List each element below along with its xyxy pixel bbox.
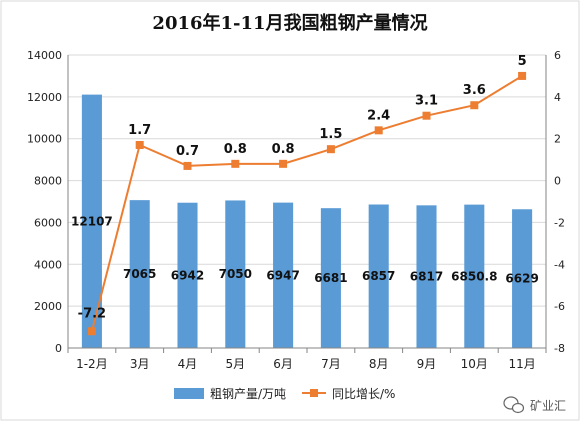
y-right-tick-label: -6 — [554, 300, 565, 313]
legend-line-label: 同比增长/% — [332, 387, 395, 401]
line-point — [326, 145, 335, 154]
line-data-label: 1.7 — [128, 123, 151, 138]
x-tick-label: 3月 — [130, 357, 150, 371]
x-tick-label: 10月 — [461, 357, 488, 371]
bar-data-label: 6942 — [171, 268, 204, 282]
y-right-tick-label: -2 — [554, 216, 565, 229]
y-right-tick-label: -4 — [554, 258, 565, 271]
y-left-tick-label: 8000 — [34, 175, 62, 188]
label-layer: 12107 7065 6942 7050 6947 6681 6857 6817 6850.8 6… — [71, 54, 539, 321]
line-data-label: 0.8 — [272, 142, 295, 157]
bar — [177, 202, 198, 348]
chart-title: 2016年1-11月我国粗钢产量情况 — [152, 12, 427, 34]
bar — [129, 200, 150, 348]
y-right-tick-label: -8 — [554, 342, 565, 355]
line-point — [374, 126, 383, 135]
bar-data-label: 6681 — [314, 271, 347, 285]
line-point — [87, 327, 96, 336]
bar-data-label: 12107 — [71, 214, 113, 228]
line-data-label: 3.6 — [463, 83, 486, 98]
y-left-tick-label: 2000 — [34, 300, 62, 313]
x-tick-label: 4月 — [178, 357, 198, 371]
x-tick-label: 11月 — [508, 357, 535, 371]
line-point — [135, 140, 144, 149]
bar-data-label: 6947 — [266, 268, 299, 282]
line-data-label: 2.4 — [367, 108, 390, 123]
y-right-tick-label: 6 — [554, 49, 561, 62]
x-tick-label: 6月 — [273, 357, 293, 371]
x-tick-label: 5月 — [225, 357, 245, 371]
bar — [464, 204, 485, 348]
line-point — [231, 159, 240, 168]
bar-data-label: 7050 — [219, 267, 252, 281]
wechat-icon — [503, 396, 525, 414]
x-tick-label: 9月 — [417, 357, 437, 371]
growth-line — [90, 75, 523, 332]
bar — [320, 208, 341, 348]
bar — [416, 205, 437, 348]
legend: 粗钢产量/万吨 同比增长/% — [174, 387, 395, 401]
y-right-tick-label: 0 — [554, 175, 561, 188]
line-data-label: 1.5 — [319, 127, 342, 142]
watermark: 矿业汇 — [503, 396, 566, 414]
bar-data-label: 6817 — [410, 270, 443, 284]
line-data-label: 0.7 — [176, 144, 199, 159]
line-data-label: -7.2 — [78, 306, 106, 321]
bar-data-label: 6857 — [362, 269, 395, 283]
x-tick-label: 8月 — [369, 357, 389, 371]
legend-bar-label: 粗钢产量/万吨 — [210, 387, 286, 401]
bar — [81, 94, 102, 348]
x-tick-label: 7月 — [321, 357, 341, 371]
bar — [225, 200, 246, 348]
y-left-tick-label: 12000 — [27, 91, 62, 104]
x-tick-label: 1-2月 — [76, 357, 108, 371]
line-data-label: 5 — [518, 54, 527, 69]
y-left-tick-label: 10000 — [27, 133, 62, 146]
bar-data-label: 6629 — [505, 272, 538, 286]
line-data-label: 3.1 — [415, 94, 438, 109]
watermark-text: 矿业汇 — [530, 399, 566, 413]
legend-bar-swatch — [174, 388, 204, 399]
line-point — [470, 101, 479, 110]
line-data-label: 0.8 — [224, 142, 247, 157]
bar — [512, 209, 533, 348]
bar-data-label: 7065 — [123, 267, 156, 281]
line-layer — [87, 71, 527, 336]
bar-layer — [81, 94, 533, 348]
line-point — [518, 71, 527, 80]
bar — [368, 204, 389, 348]
y-left-tick-label: 14000 — [27, 49, 62, 62]
bar-data-label: 6850.8 — [451, 269, 497, 283]
y-left-tick-label: 0 — [55, 342, 62, 355]
line-point — [279, 159, 288, 168]
line-point — [422, 111, 431, 120]
y-right-tick-label: 2 — [554, 133, 561, 146]
y-left-tick-label: 6000 — [34, 216, 62, 229]
line-point — [183, 161, 192, 170]
legend-line-marker — [310, 389, 318, 397]
axis-layer: 0 2000 4000 6000 8000 10000 12000 14000 -8 -6 -4 -2… — [27, 49, 565, 371]
y-right-tick-label: 4 — [554, 91, 561, 104]
bar — [273, 202, 294, 348]
y-left-tick-label: 4000 — [34, 258, 62, 271]
